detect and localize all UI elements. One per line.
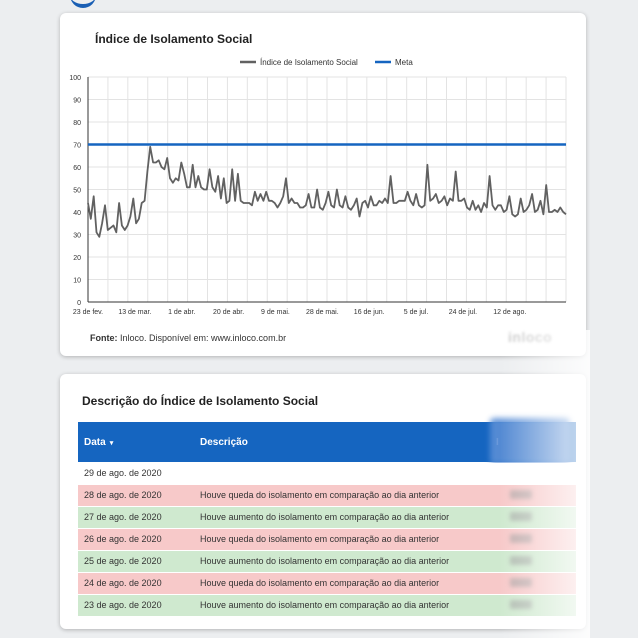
row-index-value-blurred: [510, 512, 532, 521]
x-tick-label: 23 de fev.: [73, 309, 103, 316]
legend-label-isolation: Índice de Isolamento Social: [260, 58, 358, 67]
sort-descending-icon[interactable]: ▾: [109, 440, 114, 447]
y-tick-label: 10: [73, 278, 81, 285]
row-date: 24 de ago. de 2020: [84, 578, 162, 588]
row-description: Houve aumento do isolamento em comparaçã…: [200, 512, 450, 522]
row-date: 28 de ago. de 2020: [84, 490, 162, 500]
row-index-value-blurred: [510, 490, 532, 499]
column-header-date[interactable]: Data ▾: [84, 437, 114, 448]
row-index-value-blurred: [510, 600, 532, 609]
y-tick-label: 30: [73, 233, 81, 240]
table-row[interactable]: 25 de ago. de 2020 Houve aumento do isola…: [78, 551, 576, 572]
y-tick-label: 0: [77, 300, 81, 307]
x-tick-label: 5 de jul.: [404, 309, 429, 316]
y-tick-label: 100: [69, 75, 81, 82]
y-tick-label: 80: [73, 120, 81, 127]
row-description: Houve aumento do isolamento em comparaçã…: [200, 556, 450, 566]
x-tick-label: 16 de jun.: [354, 309, 385, 316]
table-row[interactable]: 24 de ago. de 2020 Houve queda do isolame…: [78, 573, 576, 594]
x-tick-label: 9 de mai.: [261, 309, 290, 316]
x-tick-label: 13 de mar.: [118, 309, 151, 316]
column-header-description[interactable]: Descrição: [200, 437, 248, 448]
table-row[interactable]: 23 de ago. de 2020 Houve aumento do isola…: [78, 595, 576, 616]
row-index-value-blurred: [510, 578, 532, 587]
x-tick-label: 1 de abr.: [168, 309, 195, 316]
y-tick-label: 60: [73, 165, 81, 172]
y-tick-label: 20: [73, 255, 81, 262]
row-index-value-blurred: [510, 556, 532, 565]
inloco-logo: inloco: [508, 329, 553, 345]
y-tick-label: 40: [73, 210, 81, 217]
x-tick-label: 12 de ago.: [493, 309, 526, 316]
table-row[interactable]: 29 de ago. de 2020: [78, 463, 576, 484]
y-tick-label: 90: [73, 98, 81, 105]
table-title: Descrição do Índice de Isolamento Social: [82, 394, 319, 408]
isolation-line-chart: 0 10 20 30 40 50 60 70 80 90 100 23 de fev. 13 de ma…: [69, 58, 567, 316]
table-row[interactable]: 26 de ago. de 2020 Houve queda do isolame…: [78, 529, 576, 550]
chart-title: Índice de Isolamento Social: [95, 32, 253, 46]
isolation-index-series-line: [87, 145, 567, 238]
row-index-value-blurred: [510, 534, 532, 543]
row-description: Houve queda do isolamento em comparação …: [200, 534, 440, 544]
x-tick-label: 24 de jul.: [449, 309, 477, 316]
table-row[interactable]: 28 de ago. de 2020 Houve queda do isolame…: [78, 485, 576, 506]
row-date: 23 de ago. de 2020: [84, 600, 162, 610]
y-tick-label: 50: [73, 188, 81, 195]
y-tick-label: 70: [73, 143, 81, 150]
chart-legend: Índice de Isolamento Social Meta: [240, 58, 413, 67]
row-description: Houve aumento do isolamento em comparaçã…: [200, 600, 450, 610]
blurred-overlay: [490, 418, 570, 464]
x-tick-label: 28 de mai.: [306, 309, 339, 316]
app-logo-fragment: [70, 0, 96, 8]
x-tick-label: 20 de abr.: [213, 309, 244, 316]
table-row[interactable]: 27 de ago. de 2020 Houve aumento do isola…: [78, 507, 576, 528]
row-description: Houve queda do isolamento em comparação …: [200, 490, 440, 500]
source-text: Inloco. Disponível em: www.inloco.com.br: [117, 333, 287, 343]
row-date: 26 de ago. de 2020: [84, 534, 162, 544]
legend-label-meta: Meta: [395, 58, 413, 67]
row-date: 29 de ago. de 2020: [84, 468, 162, 478]
source-label: Fonte:: [90, 333, 118, 343]
row-description: Houve queda do isolamento em comparação …: [200, 578, 440, 588]
description-table-card: Descrição do Índice de Isolamento Social…: [60, 374, 586, 629]
isolation-chart-card: Índice de Isolamento Social 0 10 20 30 40 50 6…: [60, 13, 586, 356]
source-line: Fonte: Inloco. Disponível em: www.inloco…: [90, 333, 286, 343]
row-date: 25 de ago. de 2020: [84, 556, 162, 566]
row-date: 27 de ago. de 2020: [84, 512, 162, 522]
